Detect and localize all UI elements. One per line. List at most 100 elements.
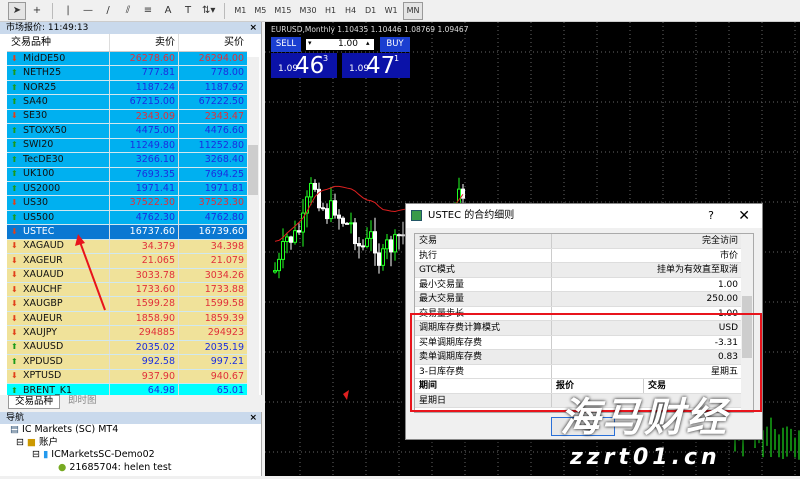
buy-price[interactable]: 1.09 47 1 (342, 53, 410, 79)
symbol-row[interactable]: ⬆ UK100 7693.35 7694.25 (7, 167, 247, 182)
symbol-row[interactable]: ⬆ SWI20 11249.80 11252.80 (7, 138, 247, 154)
text-icon[interactable]: A (164, 5, 172, 16)
tab-tick-chart[interactable]: 即时图 (62, 395, 103, 409)
symbol-cell: ⬆ XPDUSD (7, 355, 109, 368)
bid-cell: 67215.00 (109, 95, 178, 109)
symbol-row[interactable]: ⬆ NOR25 1187.24 1187.92 (7, 80, 247, 96)
timeframe-m30[interactable]: M30 (299, 6, 317, 15)
vertical-line-icon[interactable]: | (66, 5, 70, 16)
arrow-down-icon: ⬇ (11, 241, 18, 251)
symbol-row[interactable]: ⬇ XPTUSD 937.90 940.67 (7, 369, 247, 385)
sell-button[interactable]: SELL (271, 37, 301, 52)
symbol-name: XAUUSD (23, 341, 64, 353)
timeframe-d1[interactable]: D1 (364, 6, 377, 15)
tree-item-accounts[interactable]: ⊟ ■ 账户 (0, 437, 261, 450)
symbol-row[interactable]: ⬆ SA40 67215.00 67222.50 (7, 95, 247, 110)
symbol-row[interactable]: ⬇ US30 37522.30 37523.30 (7, 196, 247, 211)
symbol-row[interactable]: ⬇ USTEC 16737.60 16739.60 (7, 225, 247, 240)
symbol-row[interactable]: ⬇ XAUAUD 3033.78 3034.26 (7, 268, 247, 283)
symbol-row[interactable]: ⬇ MidDE50 26278.60 26294.00 (7, 52, 247, 67)
buy-button[interactable]: BUY (380, 37, 410, 52)
timeframe-h1[interactable]: H1 (325, 6, 337, 15)
lot-input[interactable]: 1.00 (305, 38, 375, 51)
candle-body (325, 208, 329, 220)
symbol-row[interactable]: ⬇ XAUJPY 294885 294923 (7, 326, 247, 341)
timeframe-m15[interactable]: M15 (274, 6, 292, 15)
tab-symbols[interactable]: 交易品种 (8, 395, 61, 409)
cursor-icon[interactable]: ➤ (8, 1, 26, 20)
symbol-row[interactable]: ⬇ XAUEUR 1858.90 1859.39 (7, 311, 247, 327)
timeframe-h4[interactable]: H4 (345, 6, 357, 15)
bid-cell: 937.90 (109, 369, 178, 384)
symbol-row[interactable]: ⬆ TecDE30 3266.10 3268.40 (7, 153, 247, 168)
user-icon: ● (58, 461, 67, 473)
symbol-name: US500 (23, 211, 55, 223)
col-bid[interactable]: 卖价 (109, 34, 178, 51)
symbol-cell: ⬇ SE30 (7, 110, 109, 123)
col-symbol[interactable]: 交易品种 (11, 37, 51, 48)
close-icon[interactable]: × (249, 413, 257, 423)
symbol-row[interactable]: ⬇ XAGAUD 34.379 34.398 (7, 239, 247, 255)
tree-item-terminal[interactable]: ▤ IC Markets (SC) MT4 (0, 424, 261, 437)
scrollbar[interactable] (247, 57, 259, 399)
contract-spec-dialog: USTEC 的合约细则 ? ✕ 交易 完全访问 执行 市价 GTC模式 挂单为有效直至取消… (405, 203, 763, 440)
symbol-row[interactable]: ⬇ XAUGBP 1599.28 1599.58 (7, 297, 247, 312)
bid-cell: 37522.30 (109, 196, 178, 210)
ask-cell: 940.67 (178, 369, 247, 384)
close-icon[interactable]: × (249, 23, 257, 33)
symbol-cell: ⬇ XAUEUR (7, 312, 109, 325)
spec-row: GTC模式 挂单为有效直至取消 (415, 263, 742, 278)
symbol-row[interactable]: ⬇ XAGEUR 21.065 21.079 (7, 254, 247, 269)
sell-price[interactable]: 1.09 46 3 (271, 53, 337, 79)
tree-item-server[interactable]: ⊟ ▮ ICMarketsSC-Demo02 (0, 449, 261, 462)
horizontal-line-icon[interactable]: — (83, 5, 93, 16)
ask-cell: 65.01 (178, 384, 247, 398)
dialog-scrollbar[interactable] (741, 234, 753, 412)
candle-body (353, 222, 357, 245)
channel-icon[interactable]: ⫽ (125, 5, 131, 16)
symbol-row[interactable]: ⬆ US500 4762.30 4762.80 (7, 210, 247, 226)
col-ask[interactable]: 买价 (178, 34, 247, 51)
collapse-icon[interactable]: ⊟ (16, 436, 24, 448)
symbol-row[interactable]: ⬆ US2000 1971.41 1971.81 (7, 181, 247, 197)
tree-label: ICMarketsSC-Demo02 (51, 449, 155, 460)
candle-body (301, 212, 305, 233)
lot-increase-icon[interactable]: ▴ (366, 39, 370, 47)
arrows-icon[interactable]: ⇅▾ (202, 5, 216, 16)
timeframe-w1[interactable]: W1 (384, 6, 398, 15)
close-dialog-button[interactable] (551, 417, 615, 436)
timeframe-mn[interactable]: MN (402, 1, 424, 20)
candle-body (293, 230, 297, 243)
lot-decrease-icon[interactable]: ▾ (308, 39, 312, 47)
symbol-name: SWI20 (23, 139, 54, 151)
close-button[interactable]: ✕ (738, 208, 750, 224)
symbol-row[interactable]: ⬆ NETH25 777.81 778.00 (7, 66, 247, 81)
fibonacci-icon[interactable]: ≡ (143, 5, 153, 16)
ask-cell: 11252.80 (178, 138, 247, 153)
sell-price-fraction: 3 (323, 54, 329, 63)
label-icon[interactable]: T (184, 5, 192, 16)
bid-cell: 16737.60 (109, 225, 178, 239)
candle-body (329, 200, 333, 220)
scroll-thumb[interactable] (742, 296, 752, 358)
symbol-row[interactable]: ⬆ XPDUSD 992.58 997.21 (7, 355, 247, 370)
help-button[interactable]: ? (708, 209, 714, 222)
arrow-up-icon: ⬆ (11, 68, 18, 78)
symbol-row[interactable]: ⬇ XAUCHF 1733.60 1733.88 (7, 283, 247, 298)
session-col-quote: 报价 (552, 379, 644, 393)
symbol-row[interactable]: ⬆ STOXX50 4475.00 4476.60 (7, 124, 247, 139)
symbol-row[interactable]: ⬆ XAUUSD 2035.02 2035.19 (7, 340, 247, 356)
symbol-name: NOR25 (23, 81, 57, 93)
timeframe-m5[interactable]: M5 (254, 6, 267, 15)
tree-item-account[interactable]: ● 21685704: helen test (0, 462, 261, 475)
scroll-thumb[interactable] (248, 145, 258, 195)
ask-cell: 1859.39 (178, 311, 247, 326)
candle-body (461, 188, 465, 199)
timeframe-m1[interactable]: M1 (234, 6, 247, 15)
crosshair-icon[interactable]: + (32, 5, 42, 16)
symbol-row[interactable]: ⬇ SE30 2343.09 2343.47 (7, 109, 247, 125)
trendline-icon[interactable]: / (106, 5, 110, 16)
sell-price-prefix: 1.09 (278, 64, 299, 74)
arrow-down-icon: ⬇ (11, 270, 18, 280)
collapse-icon[interactable]: ⊟ (32, 449, 40, 460)
